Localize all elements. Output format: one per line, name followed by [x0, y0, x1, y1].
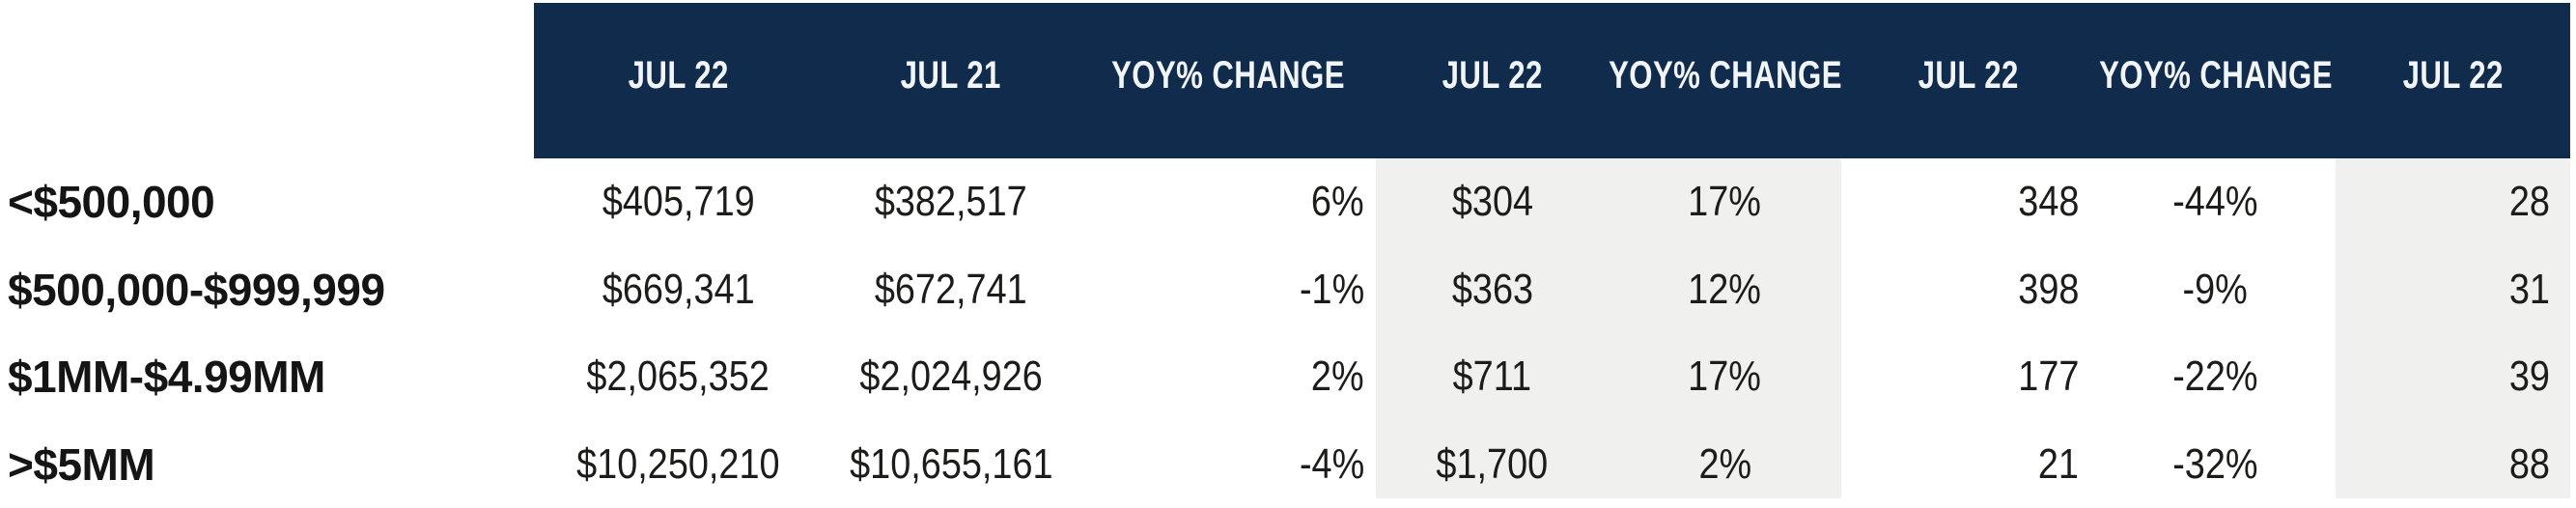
- col-header-jul22-ppsf: JUL 22: [1376, 0, 1609, 158]
- table-cell: $2,024,926: [859, 353, 1043, 401]
- table-cell: -4%: [1299, 439, 1364, 488]
- col-header-label: YOY% CHANGE: [1110, 54, 1345, 97]
- table-cell: $2,065,352: [586, 353, 770, 401]
- table-cell: 398: [2017, 265, 2079, 313]
- table-cell: 2%: [1698, 439, 1751, 488]
- table-cell: 17%: [1688, 178, 1762, 226]
- row-label: <$500,000: [8, 177, 215, 228]
- row-label-cell: >$5MM: [0, 421, 534, 508]
- highlight-band-middle: [1376, 158, 1841, 498]
- table-cell: 39: [2508, 353, 2550, 401]
- table-cell: -22%: [2172, 353, 2258, 401]
- table-cell: 21: [2037, 439, 2079, 488]
- table-cell: $405,719: [602, 178, 755, 226]
- table-cell: -1%: [1299, 265, 1364, 313]
- col-header-yoy-change-3: YOY% CHANGE: [2095, 0, 2336, 158]
- row-label: $500,000-$999,999: [8, 264, 385, 315]
- row-label: >$5MM: [8, 438, 155, 490]
- row-label-cell: <$500,000: [0, 158, 534, 246]
- table-cell: 348: [2017, 178, 2079, 226]
- table-cell: 28: [2508, 178, 2550, 226]
- row-label: $1MM-$4.99MM: [8, 352, 325, 403]
- table-cell: 177: [2017, 353, 2079, 401]
- col-header-label: JUL 21: [900, 54, 1002, 97]
- table-cell: 88: [2508, 439, 2550, 488]
- table-cell: $304: [1451, 178, 1533, 226]
- table-cell: $1,700: [1436, 439, 1549, 488]
- table-cell: $10,655,161: [849, 439, 1053, 488]
- table-cell: $672,741: [875, 265, 1027, 313]
- col-header-jul22-days: JUL 22: [2336, 0, 2570, 158]
- col-header-label: YOY% CHANGE: [2098, 54, 2333, 97]
- col-header-yoy-change-2: YOY% CHANGE: [1609, 0, 1841, 158]
- col-header-label: JUL 22: [1918, 54, 2019, 97]
- col-header-label: YOY% CHANGE: [1608, 54, 1842, 97]
- table-cell: -9%: [2182, 265, 2249, 313]
- col-header-label: JUL 22: [1442, 54, 1543, 97]
- table-cell: $711: [1452, 353, 1532, 401]
- table-cell: 2%: [1311, 353, 1364, 401]
- table-cell: $363: [1451, 265, 1533, 313]
- col-header-label: JUL 22: [2402, 54, 2504, 97]
- header-band: [534, 3, 2570, 158]
- corner-cell: [0, 0, 534, 158]
- col-header-jul21-avg-price: JUL 21: [823, 0, 1079, 158]
- table-cell: 6%: [1311, 178, 1364, 226]
- table-cell: 31: [2508, 265, 2550, 313]
- table-cell: -32%: [2172, 439, 2258, 488]
- table-cell: $10,250,210: [576, 439, 780, 488]
- highlight-band-right: [2336, 158, 2570, 498]
- col-header-yoy-change-1: YOY% CHANGE: [1079, 0, 1376, 158]
- table-cell: $382,517: [875, 178, 1027, 226]
- col-header-jul22-count: JUL 22: [1841, 0, 2095, 158]
- table-cell: 12%: [1688, 265, 1762, 313]
- table-cell: -44%: [2172, 178, 2258, 226]
- table-cell: 17%: [1688, 353, 1762, 401]
- row-label-cell: $500,000-$999,999: [0, 246, 534, 334]
- col-header-label: JUL 22: [628, 54, 729, 97]
- col-header-jul22-avg-price: JUL 22: [534, 0, 823, 158]
- row-label-cell: $1MM-$4.99MM: [0, 333, 534, 421]
- table-cell: $669,341: [602, 265, 755, 313]
